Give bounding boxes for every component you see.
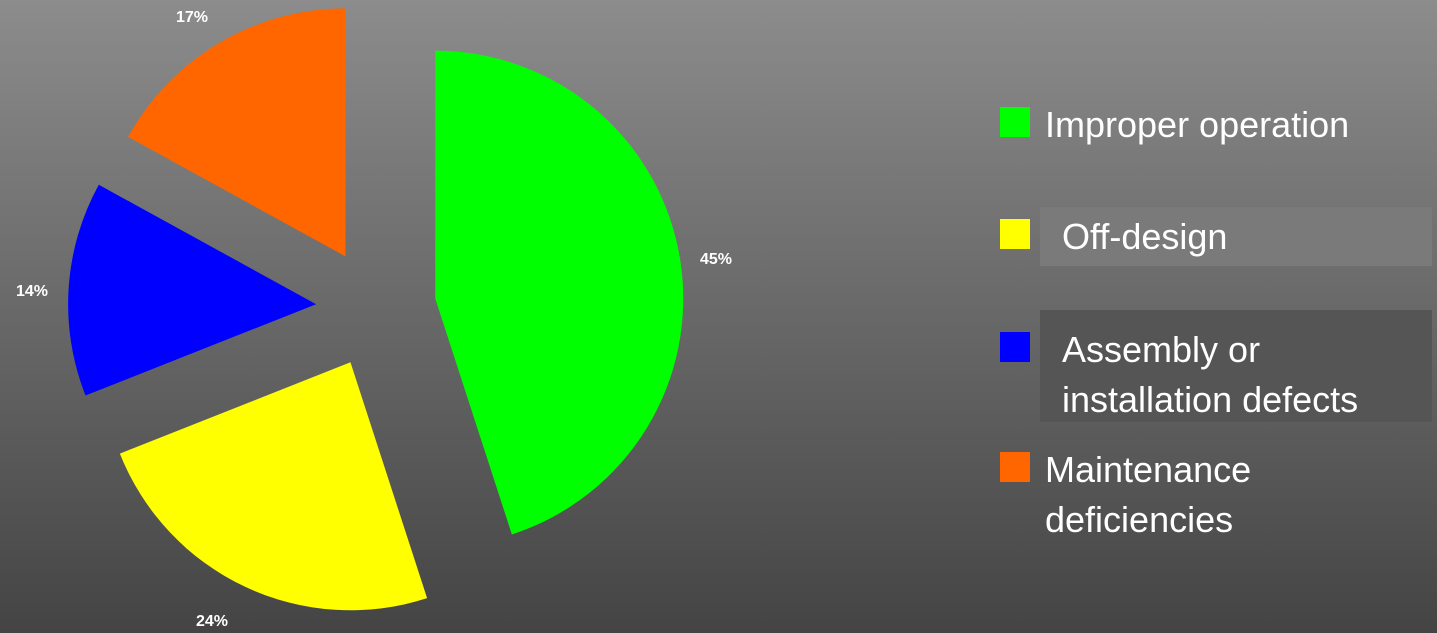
legend-swatch [1000, 332, 1030, 362]
legend-label: Improper operation [1045, 104, 1350, 145]
pie-slice [119, 362, 428, 611]
legend-item: Assembly or installation defects [1000, 325, 1430, 425]
data-label: 17% [176, 9, 208, 26]
data-label: 45% [700, 251, 732, 268]
data-label: 24% [196, 613, 228, 630]
pie-slice [68, 184, 317, 396]
legend-item: Improper operation [1000, 100, 1430, 150]
legend-swatch [1000, 107, 1030, 137]
legend-label: Assembly or installation defects [1062, 329, 1359, 420]
data-label: 14% [16, 283, 48, 300]
legend-highlight [1040, 310, 1432, 422]
legend-label: Off-design [1062, 216, 1228, 257]
legend-item: Maintenance deficiencies [1000, 445, 1430, 545]
pie-slice [435, 50, 684, 535]
legend-label: Maintenance deficiencies [1045, 449, 1252, 540]
pie-slice [128, 8, 346, 257]
legend-swatch [1000, 219, 1030, 249]
chart: 45% 24% 14% 17% [16, 8, 732, 630]
legend-swatch [1000, 452, 1030, 482]
legend-highlight [1040, 207, 1432, 266]
legend-item: Off-design [1000, 212, 1430, 262]
